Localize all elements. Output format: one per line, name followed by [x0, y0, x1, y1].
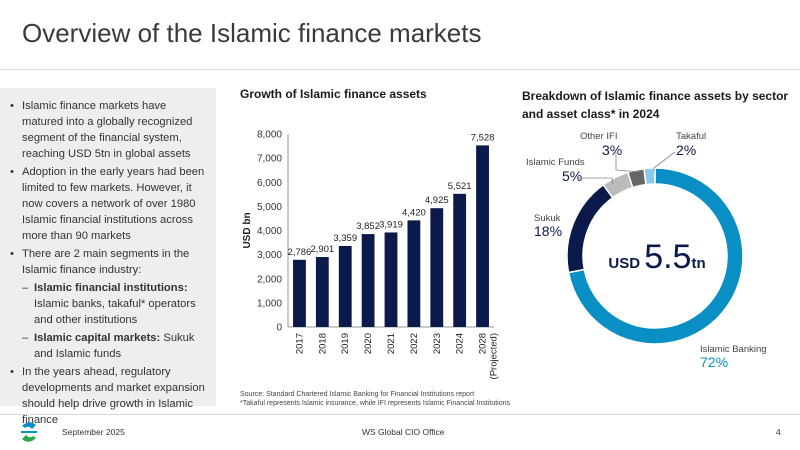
- donut-slice-name: Other IFI: [580, 131, 617, 142]
- donut-slice-name: Islamic Funds: [526, 157, 585, 168]
- leader-line: [615, 152, 642, 173]
- sub-bullet-heading: Islamic financial institutions:: [34, 282, 188, 294]
- donut-slice-takaful: [643, 167, 656, 186]
- bar-2017: [293, 259, 306, 327]
- footnote: *Takaful represents Islamic insurance, w…: [240, 400, 510, 407]
- footer-office: WS Global CIO Office: [362, 427, 445, 437]
- brand-logo: [21, 422, 37, 442]
- donut-slice-name: Islamic Banking: [700, 344, 767, 355]
- summary-bullet-list: Islamic finance markets have matured int…: [0, 88, 216, 428]
- bar-2021: [384, 232, 398, 327]
- x-tick-label: 2023: [432, 333, 443, 354]
- summary-bullet: In the years ahead, regulatory developme…: [10, 364, 208, 428]
- summary-bullet: There are 2 main segments in the Islamic…: [10, 246, 208, 278]
- bar-value-label: 3,852: [356, 221, 380, 232]
- title-divider: [0, 69, 800, 70]
- x-tick-label: 2020: [363, 333, 374, 354]
- summary-panel: Islamic finance markets have matured int…: [0, 88, 216, 426]
- donut-slice-sukuk: [566, 183, 614, 274]
- source-note: Source: Standard Chartered Islamic Banki…: [240, 391, 475, 398]
- bar-value-label: 2,786: [288, 247, 312, 258]
- y-tick-label: 1,000: [257, 298, 282, 309]
- x-tick-label: 2018: [317, 333, 328, 354]
- donut-slice-percent: 72%: [700, 354, 728, 370]
- y-tick-label: 8,000: [257, 130, 282, 141]
- bullet-text: In the years ahead, regulatory developme…: [22, 366, 205, 426]
- x-tick-label: 2022: [409, 333, 420, 354]
- donut-slice-percent: 5%: [562, 168, 582, 184]
- bar-value-label: 4,925: [425, 195, 449, 206]
- sub-bullet-heading: Islamic capital markets:: [34, 332, 161, 344]
- bar-2018: [315, 257, 329, 327]
- summary-bullet: Adoption in the early years had been lim…: [10, 164, 208, 244]
- bar-value-label: 4,420: [402, 207, 426, 218]
- x-tick-label: 2017: [294, 333, 305, 354]
- bar-2022: [407, 220, 421, 327]
- bar-chart: 0 1,000 2,000 3,000 4,000 5,000 6,000 7,000 8,00…: [242, 130, 500, 380]
- donut-chart-title: Breakdown of Islamic finance assets by s…: [522, 89, 789, 121]
- bar-chart-title: Growth of Islamic finance assets: [240, 87, 427, 101]
- bullet-text: Islamic finance markets have matured int…: [22, 100, 193, 160]
- x-tick-label: 2021: [386, 333, 397, 354]
- page-title: Overview of the Islamic finance markets: [22, 18, 482, 48]
- bar-value-label: 3,919: [379, 219, 403, 230]
- leader-line: [578, 177, 614, 185]
- bullet-text: Adoption in the early years had been lim…: [22, 166, 205, 242]
- donut-slice-percent: 2%: [676, 142, 696, 158]
- bullet-text: Islamic banks, takaful* operators and ot…: [34, 298, 196, 326]
- y-axis-label: USD bn: [242, 212, 253, 248]
- y-tick-label: 2,000: [257, 274, 282, 285]
- x-tick-label: 2028(Projected): [478, 333, 500, 379]
- bar-2019: [338, 245, 352, 327]
- donut-slice-name: Sukuk: [534, 213, 561, 224]
- bar-value-label: 7,528: [471, 132, 495, 143]
- bar-2023: [430, 208, 444, 327]
- donut-slice-name: Takaful: [676, 131, 706, 142]
- summary-sub-bullet: Islamic capital markets: Sukuk and Islam…: [22, 330, 208, 362]
- bullet-text: There are 2 main segments in the Islamic…: [22, 248, 190, 276]
- y-tick-label: 5,000: [257, 202, 282, 213]
- bar-2020: [361, 234, 375, 327]
- summary-sub-bullet: Islamic financial institutions: Islamic …: [22, 280, 208, 328]
- y-tick-label: 4,000: [257, 226, 282, 237]
- x-tick-label: 2019: [340, 333, 351, 354]
- bullet-text: Sukuk and Islamic funds: [34, 332, 195, 360]
- leader-line: [653, 151, 676, 171]
- bar-value-label: 5,521: [448, 181, 472, 192]
- x-tick-label: 2024: [455, 333, 466, 354]
- donut-center-total: USD 5.5tn: [608, 238, 705, 276]
- donut-slice-percent: 3%: [602, 142, 622, 158]
- bar-value-label: 3,359: [333, 233, 357, 244]
- summary-bullet: Islamic finance markets have matured int…: [10, 98, 208, 162]
- bar-2028: [476, 145, 489, 327]
- bar-value-label: 2,901: [310, 244, 334, 255]
- footer-date: September 2025: [62, 427, 125, 437]
- y-tick-label: 7,000: [257, 154, 282, 165]
- bar-2024: [453, 193, 467, 327]
- footer-page-number: 4: [776, 427, 781, 437]
- y-tick-label: 6,000: [257, 178, 282, 189]
- donut-slice-percent: 18%: [534, 223, 562, 239]
- footer-divider: [0, 414, 800, 415]
- y-tick-label: 3,000: [257, 250, 282, 261]
- y-tick-label: 0: [276, 323, 282, 334]
